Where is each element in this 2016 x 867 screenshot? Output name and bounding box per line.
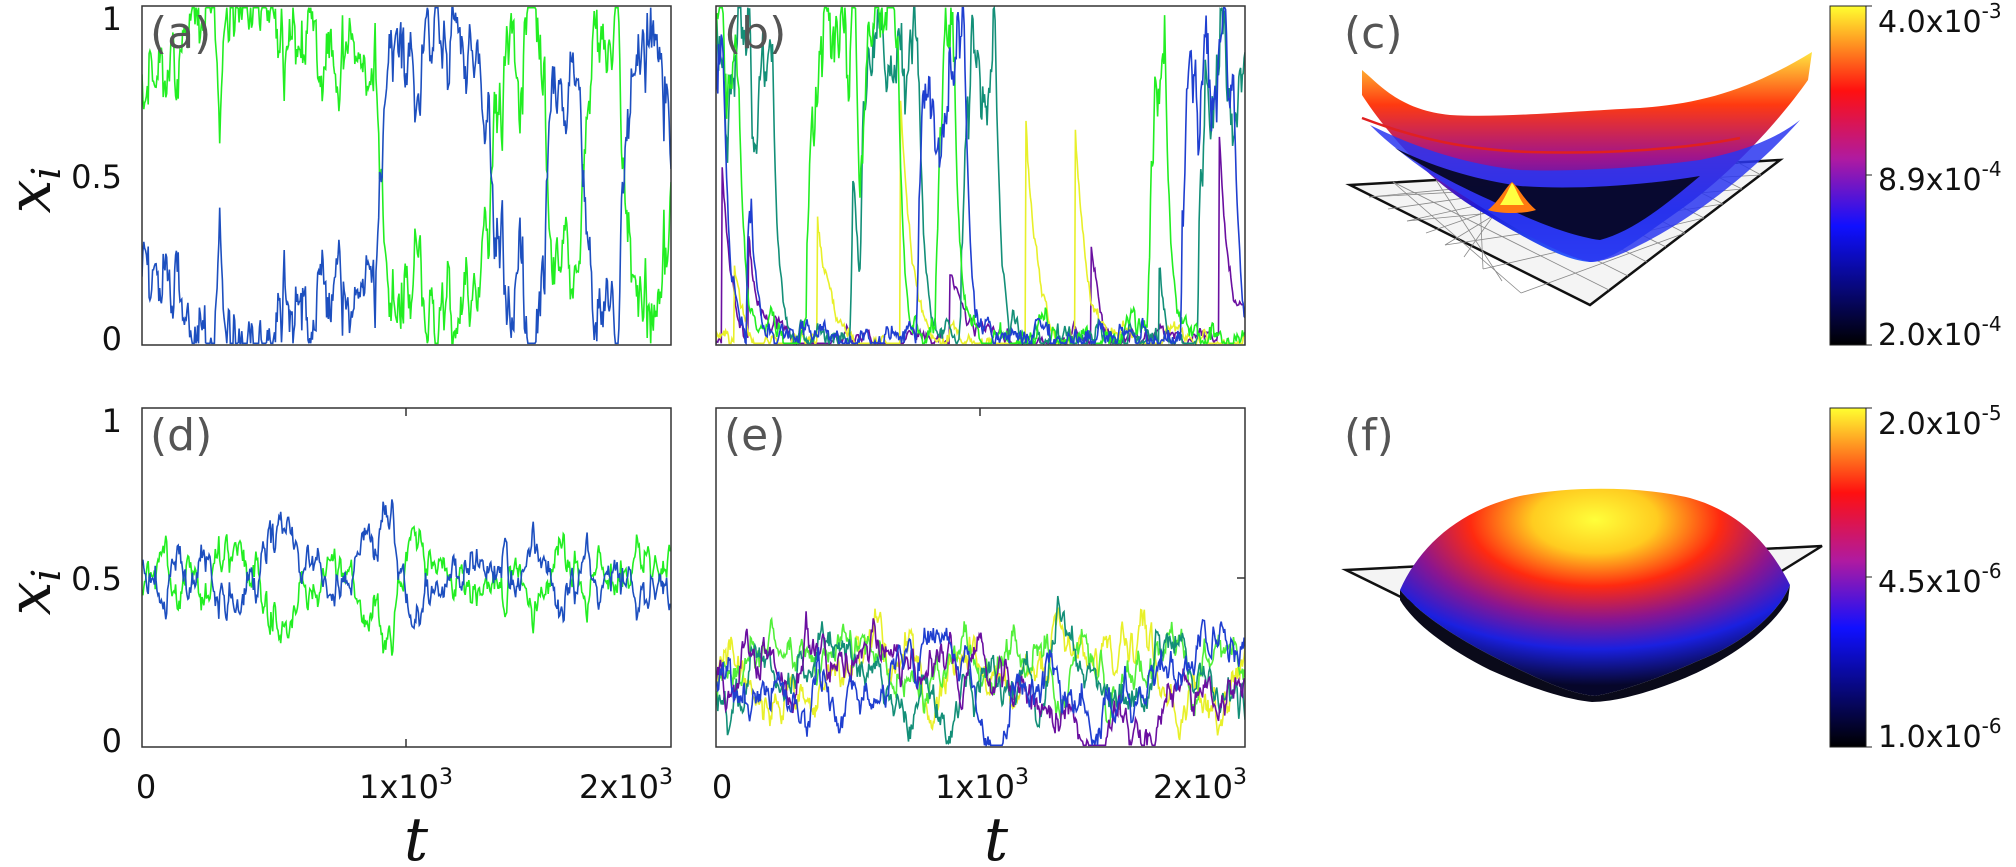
panel-d-series — [142, 499, 671, 656]
series-line-b-1 — [716, 100, 1245, 345]
ytick-d-0: 0 — [102, 722, 122, 760]
ylabel-a: xi — [0, 167, 70, 214]
series-line-b-2 — [716, 6, 1245, 345]
svg-text:xi: xi — [0, 167, 70, 214]
panel-a: (a) 1 0.5 0 xi — [0, 0, 672, 358]
ytick-a-1: 1 — [102, 0, 122, 38]
surface-c — [1361, 52, 1812, 262]
colorbar-f-min: 1.0x10-6 — [1878, 714, 2002, 755]
series-line-b-3 — [716, 6, 1245, 345]
colorbar-c-max: 4.0x10-3 — [1878, 0, 2002, 40]
ytick-d-1: 1 — [102, 402, 122, 440]
ylabel-d: xi — [0, 569, 70, 616]
panel-label-d: (d) — [150, 410, 212, 461]
series-line-d-1 — [142, 499, 671, 630]
series-line-d-0 — [142, 525, 671, 656]
colorbar-f: 2.0x10-5 4.5x10-6 1.0x10-6 — [1829, 401, 2002, 755]
xlabel-e: t — [984, 805, 1009, 867]
xlabel-d: t — [404, 805, 429, 867]
panel-e: (e) 0 1x103 2x103 t — [712, 407, 1247, 867]
panel-d: (d) 1 0.5 0 0 1x103 2x103 xi t — [0, 402, 673, 867]
xtick-d-2000: 2x103 — [579, 765, 673, 806]
panel-b: (b) — [715, 5, 1246, 346]
xtick-e-0: 0 — [712, 768, 732, 806]
panel-label-b: (b) — [724, 8, 786, 59]
series-line-b-4 — [716, 6, 1245, 345]
colorbar-f-max: 2.0x10-5 — [1878, 401, 2002, 442]
panel-e-series — [716, 595, 1245, 747]
series-line-e-2 — [716, 595, 1245, 746]
panel-a-frame — [141, 5, 672, 346]
svg-text:xi: xi — [0, 569, 70, 616]
xtick-d-0: 0 — [136, 768, 156, 806]
colorbar-c-mid: 8.9x10-4 — [1878, 157, 2002, 198]
xtick-e-1000: 1x103 — [935, 765, 1029, 806]
ytick-d-05: 0.5 — [71, 560, 122, 598]
xtick-d-1000: 1x103 — [359, 765, 453, 806]
colorbar-c: 4.0x10-3 8.9x10-4 2.0x10-4 — [1829, 0, 2002, 353]
panel-label-e: (e) — [724, 410, 785, 461]
panel-f: (f) 2.0x10-5 4.5x10-6 1.0x10-6 — [1341, 401, 2002, 755]
ytick-a-05: 0.5 — [71, 158, 122, 196]
panel-label-c: (c) — [1344, 8, 1403, 59]
xtick-e-2000: 2x103 — [1153, 765, 1247, 806]
series-line-a-1 — [142, 6, 671, 345]
colorbar-c-min: 2.0x10-4 — [1878, 312, 2002, 353]
series-line-e-3 — [716, 611, 1245, 747]
colorbar-f-mid: 4.5x10-6 — [1878, 559, 2002, 600]
panel-a-series — [142, 6, 671, 345]
surface-f — [1400, 488, 1790, 702]
series-line-e-4 — [716, 618, 1245, 747]
panel-label-a: (a) — [150, 8, 211, 59]
panel-b-frame — [715, 5, 1246, 346]
panel-c: (c) — [1344, 0, 2002, 353]
panel-b-series — [716, 6, 1245, 345]
panel-label-f: (f) — [1344, 410, 1394, 461]
ytick-a-0: 0 — [102, 320, 122, 358]
